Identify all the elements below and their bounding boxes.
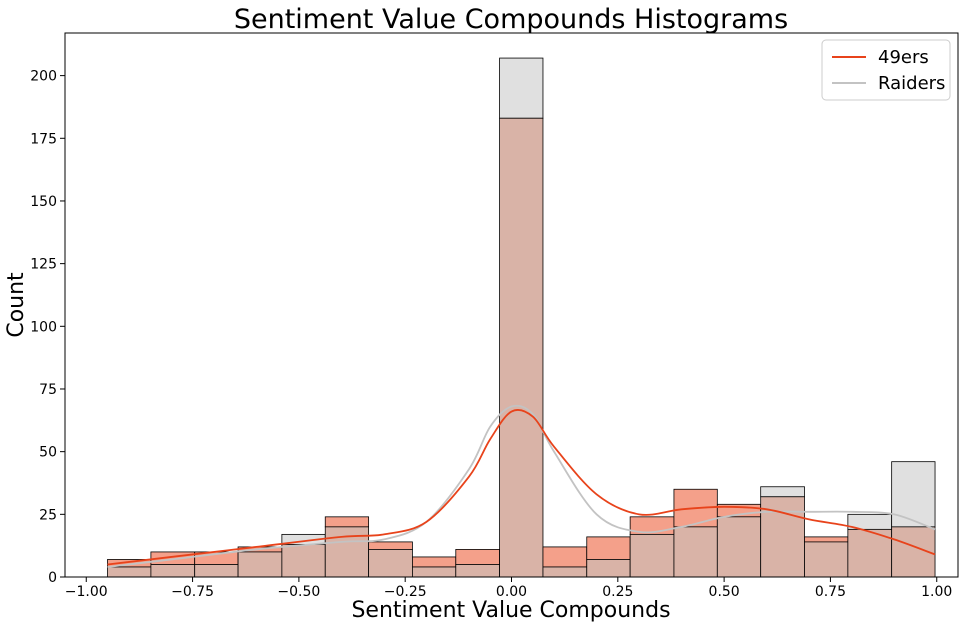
bar-49ers-11 <box>586 536 631 560</box>
bar-overlap-13 <box>673 526 718 578</box>
bar-overlap-17 <box>847 528 893 578</box>
y-tick-label: 0 <box>48 570 57 586</box>
kde-line-raiders <box>107 404 936 568</box>
bar-overlap-12 <box>629 533 675 578</box>
bar-overlap-7 <box>412 566 457 578</box>
bars-group <box>107 57 936 578</box>
x-axis-ticks: −1.00 −0.75 −0.50 −0.25 0.00 0.25 0.50 0.75 1.00 <box>65 577 952 600</box>
x-axis-label: Sentiment Value Compounds <box>351 598 670 623</box>
bar-raiders-18 <box>891 461 936 528</box>
bar-49ers-5 <box>324 516 370 528</box>
bar-49ers-7 <box>412 556 457 568</box>
x-tick-label: 1.00 <box>921 584 952 600</box>
bar-49ers-16 <box>804 536 849 543</box>
legend: 49ers Raiders <box>821 39 951 101</box>
bar-raiders-9 <box>499 57 544 119</box>
x-tick-label: 0.25 <box>602 584 633 600</box>
y-tick-label: 25 <box>39 507 57 523</box>
y-axis-label: Count <box>4 272 29 338</box>
bar-raiders-15 <box>760 486 805 498</box>
bar-overlap-11 <box>586 559 631 578</box>
bar-overlap-4 <box>281 544 326 578</box>
bar-overlap-5 <box>324 526 370 578</box>
bar-overlap-0 <box>107 566 152 578</box>
y-tick-label: 50 <box>39 445 57 461</box>
chart-title: Sentiment Value Compounds Histograms <box>234 4 788 35</box>
bar-overlap-8 <box>455 564 500 578</box>
y-axis-ticks: 0 25 50 75 100 125 150 175 200 <box>30 69 65 586</box>
bar-overlap-16 <box>804 541 849 578</box>
bar-overlap-3 <box>237 551 283 578</box>
y-tick-label: 125 <box>30 257 57 273</box>
bar-49ers-8 <box>455 549 500 565</box>
legend-label-raiders: Raiders <box>878 73 945 94</box>
kde-lines-group <box>107 404 936 568</box>
bar-overlap-14 <box>716 516 762 578</box>
kde-line-49ers <box>107 409 936 566</box>
x-tick-label: 0.50 <box>709 584 740 600</box>
bar-49ers-6 <box>368 541 413 550</box>
bar-overlap-2 <box>194 564 239 578</box>
y-tick-label: 175 <box>30 131 57 147</box>
bar-overlap-10 <box>542 566 588 578</box>
legend-box <box>821 39 951 101</box>
bar-49ers-10 <box>542 546 588 568</box>
x-tick-label: −0.25 <box>384 584 427 600</box>
x-tick-label: 0.75 <box>815 584 846 600</box>
x-tick-label: 0.00 <box>496 584 527 600</box>
legend-label-49ers: 49ers <box>878 47 929 68</box>
bar-overlap-9 <box>499 117 544 578</box>
x-tick-label: −0.75 <box>171 584 214 600</box>
y-tick-label: 100 <box>30 319 57 335</box>
y-tick-label: 75 <box>39 382 57 398</box>
bar-overlap-6 <box>368 549 413 578</box>
x-tick-label: −0.50 <box>277 584 320 600</box>
bar-overlap-1 <box>150 564 196 578</box>
y-tick-label: 150 <box>30 194 57 210</box>
y-tick-label: 200 <box>30 69 57 85</box>
x-tick-label: −1.00 <box>65 584 108 600</box>
